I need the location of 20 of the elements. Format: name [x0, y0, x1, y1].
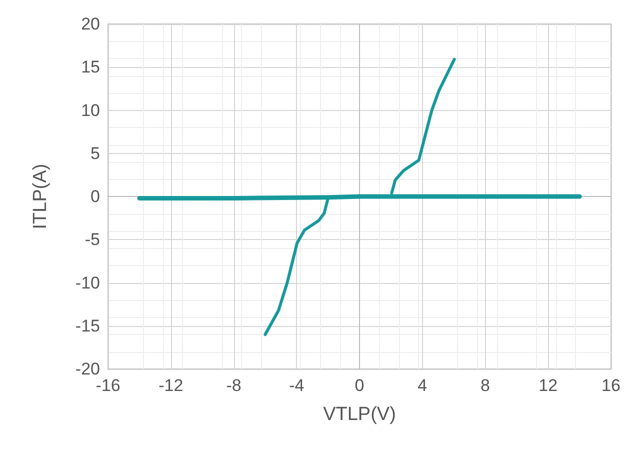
y-tick-label: 5 [90, 144, 100, 163]
y-tick-label: 20 [81, 14, 100, 34]
x-tick-label: 0 [354, 376, 364, 395]
y-tick-label: 10 [81, 100, 100, 120]
y-tick-label: -5 [84, 230, 100, 250]
x-tick-label: 12 [538, 376, 558, 395]
x-tick-label: -16 [96, 376, 120, 395]
x-axis-title: VTLP(V) [323, 404, 396, 425]
x-tick-label: 4 [418, 376, 428, 395]
x-tick-label: 16 [602, 376, 620, 395]
y-tick-label: -20 [75, 360, 100, 378]
y-axis-title: ITLP(A) [30, 164, 51, 230]
y-tick-label: 15 [81, 58, 100, 77]
x-tick-label: -4 [289, 376, 304, 395]
y-tick-label: -15 [75, 316, 100, 336]
x-tick-label: -8 [226, 376, 242, 395]
y-tick-label: -10 [75, 273, 100, 292]
x-tick-label: -12 [158, 376, 184, 395]
y-tick-label: 0 [90, 187, 100, 206]
x-tick-label: 8 [480, 376, 490, 395]
